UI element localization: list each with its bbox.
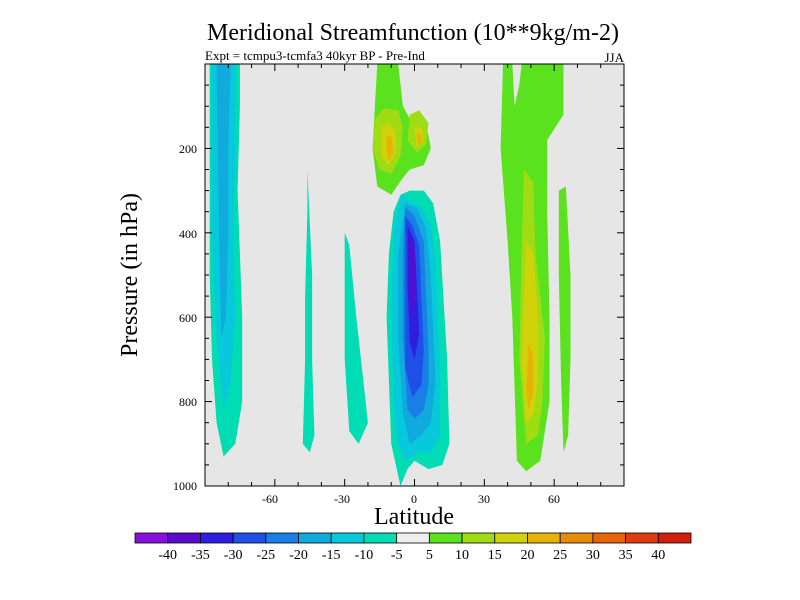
x-tick-label-60: 60 xyxy=(548,492,560,506)
colorbar-label: 5 xyxy=(426,548,433,563)
y-axis: 200 400 600 800 1000 Pressure (in hPa) xyxy=(117,142,197,493)
axis-ticks xyxy=(205,64,624,487)
colorbar: -40 -35 -30 -25 -20 -15 -10 -5 5 10 15 20 25 30 35 40 xyxy=(134,532,692,563)
contour-region-18 xyxy=(416,133,422,147)
contour-region-22 xyxy=(521,241,538,423)
contour-region-20 xyxy=(558,186,571,453)
colorbar-box-6 xyxy=(330,532,365,544)
colorbar-label: -30 xyxy=(224,548,243,563)
colorbar-box-7 xyxy=(363,532,398,544)
x-tick-label-0: 0 xyxy=(411,492,417,506)
colorbar-label: -40 xyxy=(158,548,177,563)
y-tick-label-600: 600 xyxy=(179,311,197,325)
colorbar-box-15 xyxy=(625,532,659,544)
y-tick-label-200: 200 xyxy=(179,142,197,156)
season-label: JJA xyxy=(604,50,624,65)
x-tick-label-neg60: -60 xyxy=(262,492,278,506)
colorbar-box-5 xyxy=(298,532,332,544)
y-tick-label-800: 800 xyxy=(179,395,197,409)
colorbar-box-4 xyxy=(265,532,299,544)
y-axis-label: Pressure (in hPa) xyxy=(117,193,143,357)
colorbar-box-9 xyxy=(428,532,463,544)
colorbar-box-2 xyxy=(200,532,234,544)
contour-region-4 xyxy=(344,232,368,444)
colorbar-box-11 xyxy=(494,532,528,544)
colorbar-label: 10 xyxy=(455,548,469,563)
contour-region-3 xyxy=(302,169,315,453)
colorbar-label: -15 xyxy=(322,548,341,563)
chart-title: Meridional Streamfunction (10**9kg/m-2) xyxy=(207,20,619,46)
colorbar-box-16 xyxy=(657,532,692,544)
colorbar-label: -5 xyxy=(391,548,403,563)
colorbar-labels: -40 -35 -30 -25 -20 -15 -10 -5 5 10 15 20 25 30 35 40 xyxy=(158,548,665,563)
contour-regions xyxy=(209,64,571,486)
colorbar-label: -10 xyxy=(355,548,374,563)
contour-region-23 xyxy=(526,342,534,410)
plot-area xyxy=(204,63,625,487)
colorbar-boxes xyxy=(134,532,692,544)
contour-region-17 xyxy=(386,135,394,162)
colorbar-box-13 xyxy=(559,532,594,544)
colorbar-label: 30 xyxy=(586,548,600,563)
colorbar-label: -20 xyxy=(289,548,308,563)
y-tick-label-1000: 1000 xyxy=(173,479,197,493)
colorbar-box-0 xyxy=(134,532,169,544)
colorbar-box-1 xyxy=(167,532,201,544)
y-tick-label-400: 400 xyxy=(179,227,197,241)
x-axis-label: Latitude xyxy=(374,504,454,530)
colorbar-box-12 xyxy=(527,532,561,544)
x-tick-label-neg30: -30 xyxy=(334,492,350,506)
colorbar-label: 25 xyxy=(553,548,567,563)
colorbar-box-14 xyxy=(592,532,626,544)
colorbar-label: 20 xyxy=(520,548,534,563)
chart-subtitle: Expt = tcmpu3-tcmfa3 40kyr BP - Pre-Ind xyxy=(205,48,425,63)
x-axis: -60 -30 0 30 60 Latitude xyxy=(262,492,560,530)
colorbar-label: 15 xyxy=(488,548,502,563)
colorbar-label: 40 xyxy=(651,548,665,563)
colorbar-label: -35 xyxy=(191,548,210,563)
contour-region-2 xyxy=(216,64,231,339)
colorbar-label: 35 xyxy=(619,548,633,563)
colorbar-label: -25 xyxy=(256,548,275,563)
colorbar-box-10 xyxy=(461,532,496,544)
contour-region-11 xyxy=(409,232,415,318)
colorbar-box-3 xyxy=(232,532,267,544)
colorbar-box-8 xyxy=(396,532,430,544)
x-tick-label-30: 30 xyxy=(478,492,490,506)
